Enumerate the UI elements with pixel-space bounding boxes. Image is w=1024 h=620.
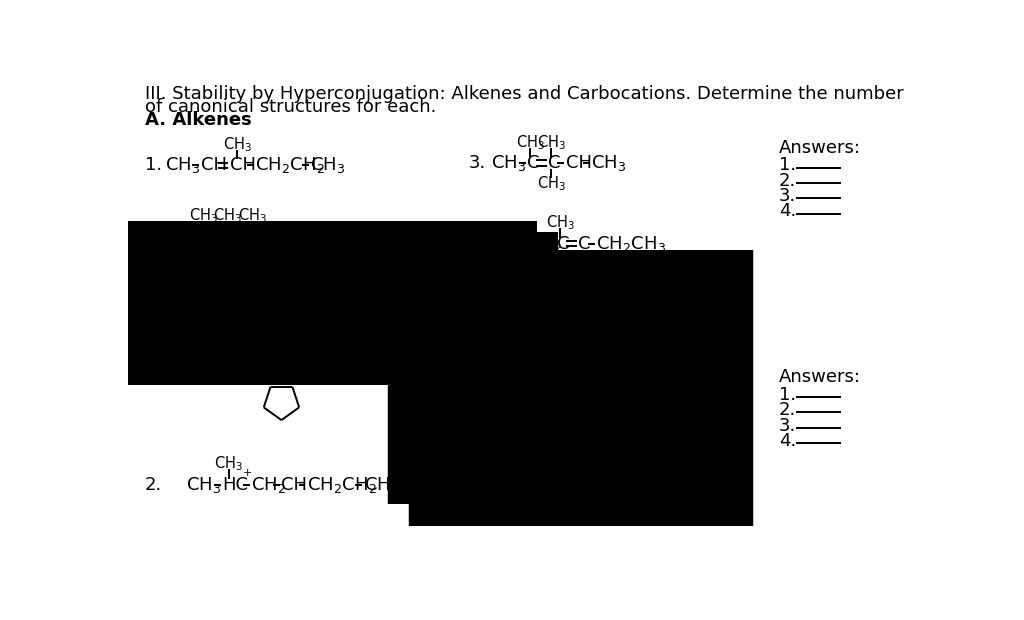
Text: CH: CH bbox=[253, 354, 279, 372]
Text: CH$_3$: CH$_3$ bbox=[270, 226, 306, 246]
Text: CH$_3$: CH$_3$ bbox=[519, 326, 548, 344]
Text: CH: CH bbox=[577, 347, 603, 365]
Text: 3.: 3. bbox=[469, 154, 486, 172]
Text: 2.: 2. bbox=[145, 227, 162, 245]
Text: CH$_3$: CH$_3$ bbox=[570, 367, 599, 386]
Text: Answers:: Answers: bbox=[779, 138, 861, 156]
Text: 1.: 1. bbox=[779, 156, 796, 174]
Text: 3.: 3. bbox=[779, 417, 797, 435]
Text: 1.: 1. bbox=[145, 354, 162, 372]
Text: 2.: 2. bbox=[145, 476, 162, 494]
Text: B. Carbocations: B. Carbocations bbox=[145, 312, 318, 330]
Text: CH$_3$: CH$_3$ bbox=[364, 475, 398, 495]
Text: 2.: 2. bbox=[779, 401, 797, 419]
Text: CH$_3$: CH$_3$ bbox=[165, 155, 201, 175]
Text: CH$_3$: CH$_3$ bbox=[591, 153, 626, 173]
Text: 4.: 4. bbox=[469, 235, 486, 253]
Text: CH: CH bbox=[551, 347, 578, 365]
Text: C: C bbox=[557, 235, 569, 253]
Text: 3.: 3. bbox=[779, 187, 797, 205]
Text: CH$_3$: CH$_3$ bbox=[186, 353, 221, 373]
Text: CH$_3$: CH$_3$ bbox=[542, 450, 570, 469]
Text: CH$_3$: CH$_3$ bbox=[490, 153, 526, 173]
Text: 1.: 1. bbox=[145, 156, 162, 174]
Text: 4.: 4. bbox=[779, 432, 797, 450]
Text: CH$_3$: CH$_3$ bbox=[542, 492, 570, 510]
Text: C: C bbox=[200, 227, 213, 245]
Text: CH$_3$: CH$_3$ bbox=[189, 206, 218, 224]
Text: H$_2$C: H$_2$C bbox=[165, 226, 201, 246]
Text: C: C bbox=[527, 154, 540, 172]
Text: of canonical structures for each.: of canonical structures for each. bbox=[145, 97, 436, 115]
Text: $^+$: $^+$ bbox=[240, 468, 252, 483]
Text: CH: CH bbox=[566, 154, 592, 172]
Text: Answers:: Answers: bbox=[779, 368, 861, 386]
Text: CH$_2$: CH$_2$ bbox=[527, 234, 562, 254]
Text: CH$_3$: CH$_3$ bbox=[520, 450, 549, 469]
Text: $^+$: $^+$ bbox=[563, 464, 575, 479]
Text: CH$_2$CH$_3$: CH$_2$CH$_3$ bbox=[299, 353, 370, 373]
Text: CH$_2$: CH$_2$ bbox=[222, 353, 258, 373]
Text: C: C bbox=[579, 235, 591, 253]
Text: CH: CH bbox=[201, 156, 227, 174]
Text: CH: CH bbox=[219, 227, 246, 245]
Text: CH$_3$: CH$_3$ bbox=[189, 247, 218, 266]
Text: CH$_2$CH$_2$: CH$_2$CH$_2$ bbox=[255, 155, 325, 175]
Text: CH$_3$: CH$_3$ bbox=[246, 333, 275, 352]
Text: 1.: 1. bbox=[779, 386, 796, 404]
Text: CH$_3$: CH$_3$ bbox=[310, 155, 345, 175]
Text: CH$_2$CH$_2$: CH$_2$CH$_2$ bbox=[307, 475, 377, 495]
Text: III. Stability by Hyperconjugation: Alkenes and Carbocations. Determine the numb: III. Stability by Hyperconjugation: Alke… bbox=[145, 85, 904, 103]
Text: H$_2$C: H$_2$C bbox=[490, 345, 526, 365]
Text: CH: CH bbox=[245, 227, 271, 245]
Text: CH$_2$: CH$_2$ bbox=[251, 475, 287, 495]
Text: CH$_2$CH$_3$: CH$_2$CH$_3$ bbox=[596, 234, 667, 254]
Text: CH$_3$: CH$_3$ bbox=[214, 454, 244, 474]
Text: C: C bbox=[279, 354, 291, 372]
Text: C: C bbox=[548, 154, 560, 172]
Text: CH$_3$: CH$_3$ bbox=[213, 206, 242, 224]
Text: $^+$: $^+$ bbox=[289, 347, 301, 361]
Text: A. Alkenes: A. Alkenes bbox=[145, 110, 252, 128]
Text: CH$_3$: CH$_3$ bbox=[239, 206, 267, 224]
Text: CH: CH bbox=[282, 476, 307, 494]
Text: CH$_3$: CH$_3$ bbox=[545, 326, 573, 344]
Text: CH$_3$: CH$_3$ bbox=[628, 345, 664, 365]
Text: CH$_3$: CH$_3$ bbox=[599, 470, 635, 490]
Text: C: C bbox=[553, 471, 565, 489]
Text: CH$_3$: CH$_3$ bbox=[223, 135, 252, 154]
Text: CH: CH bbox=[229, 156, 256, 174]
Text: 4.: 4. bbox=[469, 471, 486, 489]
Text: 3.: 3. bbox=[469, 347, 486, 365]
Text: CH$_3$: CH$_3$ bbox=[546, 214, 574, 232]
Text: CH$_3$: CH$_3$ bbox=[537, 174, 565, 193]
Text: 4.: 4. bbox=[779, 203, 797, 221]
Text: CH: CH bbox=[527, 471, 553, 489]
Text: HC: HC bbox=[222, 476, 249, 494]
Text: CH$_3$: CH$_3$ bbox=[490, 234, 526, 254]
Text: 2.: 2. bbox=[779, 172, 797, 190]
Text: CH$_3$: CH$_3$ bbox=[516, 133, 545, 151]
Text: CH$_3$: CH$_3$ bbox=[567, 450, 596, 469]
Text: CH$_3$: CH$_3$ bbox=[186, 475, 221, 495]
Text: CH$_3$: CH$_3$ bbox=[490, 470, 526, 490]
Text: CH: CH bbox=[525, 347, 552, 365]
Text: CH: CH bbox=[602, 347, 629, 365]
Text: $^+$: $^+$ bbox=[512, 338, 525, 353]
Text: CH: CH bbox=[573, 471, 600, 489]
Text: CH$_3$: CH$_3$ bbox=[537, 133, 565, 151]
